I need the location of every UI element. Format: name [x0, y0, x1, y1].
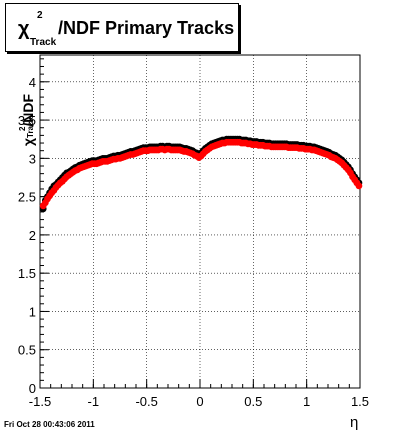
y-axis-label: χTrack2/NDF [4, 72, 36, 152]
x-tick-label: 0.5 [244, 394, 262, 409]
y-tick-label: 2.5 [18, 190, 36, 205]
y-tick-label: 0 [29, 381, 36, 396]
ylabel-symbol: χ [20, 137, 36, 146]
y-tick-label: 3 [29, 151, 36, 166]
title-subscript: Track [30, 37, 57, 48]
y-tick-label: 0.5 [18, 343, 36, 358]
ylabel-superscript: 2 [18, 126, 27, 132]
x-tick-label: 1 [303, 394, 310, 409]
x-tick-label: -0.5 [135, 394, 157, 409]
data-point [355, 182, 363, 190]
timestamp-footer: Fri Oct 28 00:43:06 2011 [4, 420, 95, 429]
chart-title: /NDF Primary Tracks [58, 18, 235, 38]
y-tick-label: 4 [29, 75, 36, 90]
plot-frame [39, 54, 361, 389]
x-tick-label: 1.5 [351, 394, 369, 409]
y-tick-label: 3.5 [18, 113, 36, 128]
title-box: χ 2 Track /NDF Primary Tracks [5, 3, 239, 52]
y-tick-label: 2 [29, 228, 36, 243]
y-tick-label: 1.5 [18, 266, 36, 281]
title-symbol: χ [18, 18, 30, 40]
title-superscript: 2 [37, 10, 43, 21]
x-axis-label: η [350, 414, 359, 431]
ylabel-text: /NDF [20, 93, 36, 127]
x-tick-label: -1.5 [29, 394, 51, 409]
x-tick-label: -1 [88, 394, 100, 409]
y-tick-label: 1 [29, 304, 36, 319]
x-tick-label: 0 [196, 394, 203, 409]
